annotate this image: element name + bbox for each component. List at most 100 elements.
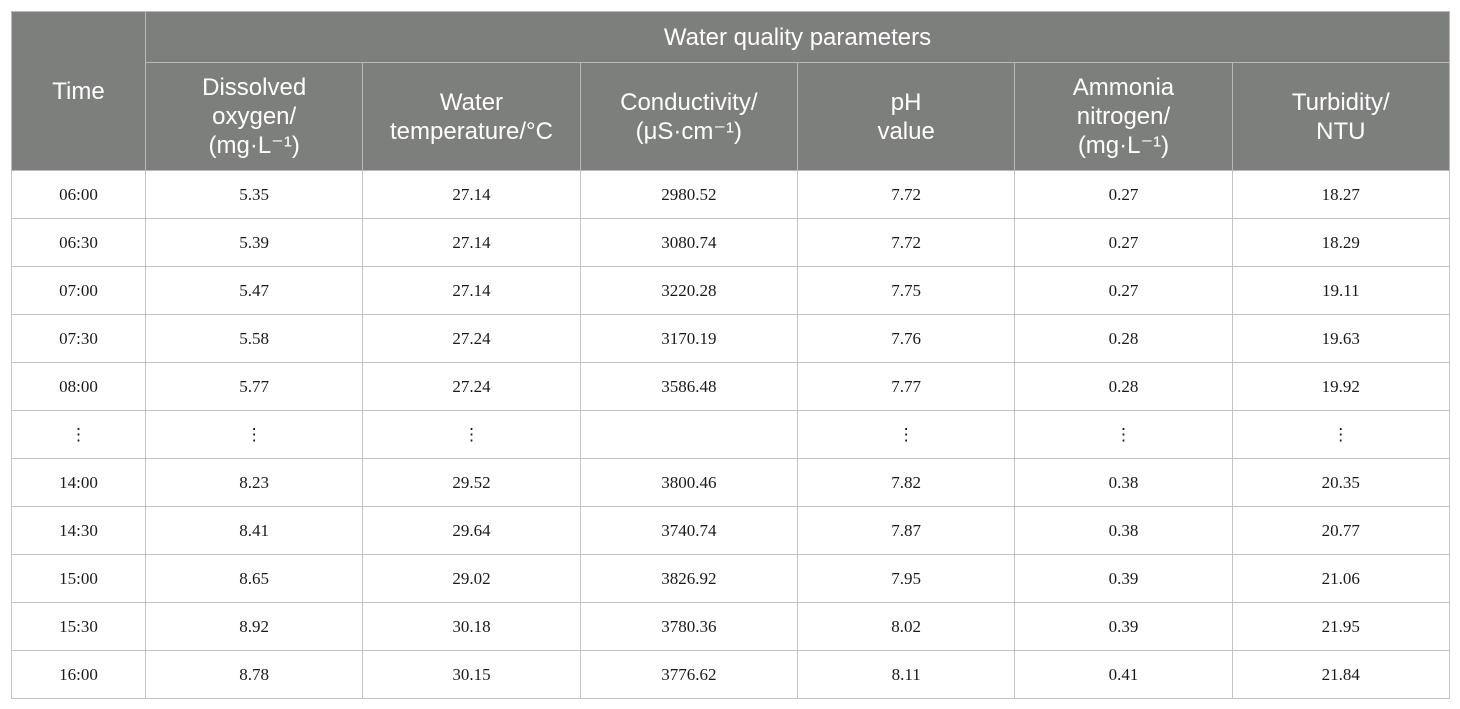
- turbidity-cell: 20.35: [1231, 458, 1450, 507]
- conductivity-cell: 3170.19: [579, 314, 798, 363]
- time-cell: 14:00: [11, 458, 146, 507]
- table-row: 15:00 8.65 29.02 3826.92 7.95 0.39 21.06: [11, 554, 1450, 603]
- header-line: Water: [439, 88, 504, 116]
- dissolved-oxygen-cell: 8.23: [144, 458, 364, 507]
- ammonia-nitrogen-cell: 0.39: [1014, 554, 1233, 603]
- ammonia-nitrogen-cell: 0.28: [1014, 362, 1233, 411]
- header-line: Ammonia: [1072, 74, 1175, 101]
- dissolved-oxygen-cell: ⋮: [144, 410, 364, 459]
- header-row-parameters: Dissolved oxygen/(mg·L⁻¹) Water temperature…: [12, 62, 1450, 171]
- dissolved-oxygen-cell: 8.65: [144, 554, 364, 603]
- time-cell: 15:00: [11, 554, 146, 603]
- ph-value-header: pH value: [796, 62, 1016, 171]
- ph-value-cell: ⋮: [796, 410, 1016, 459]
- ammonia-nitrogen-cell: ⋮: [1014, 410, 1233, 459]
- ph-value-cell: 7.87: [796, 506, 1016, 555]
- time-cell: 16:00: [11, 650, 146, 699]
- conductivity-cell: [579, 410, 798, 459]
- water-temperature-cell: 30.15: [362, 650, 581, 699]
- conductivity-cell: 3800.46: [579, 458, 798, 507]
- conductivity-cell: 3080.74: [579, 218, 798, 267]
- time-cell: 14:30: [11, 506, 146, 555]
- turbidity-cell: 21.06: [1231, 554, 1450, 603]
- table-row: 15:30 8.92 30.18 3780.36 8.02 0.39 21.95: [11, 602, 1450, 651]
- dissolved-oxygen-header: Dissolved oxygen/(mg·L⁻¹): [144, 62, 364, 171]
- header-line: (mg·L⁻¹): [1077, 132, 1170, 159]
- ammonia-nitrogen-header: Ammonia nitrogen/(mg·L⁻¹): [1014, 62, 1233, 171]
- water-temperature-cell: 30.18: [362, 602, 581, 651]
- turbidity-cell: 19.92: [1231, 362, 1450, 411]
- water-quality-group-header: Water quality parameters: [145, 11, 1450, 63]
- time-cell: ⋮: [11, 410, 146, 459]
- turbidity-cell: 21.95: [1231, 602, 1450, 651]
- water-temperature-cell: 27.14: [362, 266, 581, 315]
- turbidity-cell: 18.27: [1231, 170, 1450, 219]
- water-temperature-cell: 29.02: [362, 554, 581, 603]
- header-line: pH: [890, 88, 922, 116]
- ph-value-cell: 8.02: [796, 602, 1016, 651]
- time-cell: 06:30: [11, 218, 146, 267]
- conductivity-cell: 3740.74: [579, 506, 798, 555]
- water-temperature-cell: 27.24: [362, 362, 581, 411]
- turbidity-cell: 19.63: [1231, 314, 1450, 363]
- table-row: 14:00 8.23 29.52 3800.46 7.82 0.38 20.35: [11, 458, 1450, 507]
- table-row: 16:00 8.78 30.15 3776.62 8.11 0.41 21.84: [11, 650, 1450, 699]
- ammonia-nitrogen-cell: 0.38: [1014, 506, 1233, 555]
- dissolved-oxygen-cell: 8.92: [144, 602, 364, 651]
- table-row: 08:00 5.77 27.24 3586.48 7.77 0.28 19.92: [11, 362, 1450, 411]
- header-line: temperature/°C: [389, 117, 553, 145]
- header-line: (μS·cm⁻¹): [635, 117, 743, 145]
- table-row: 07:30 5.58 27.24 3170.19 7.76 0.28 19.63: [11, 314, 1450, 363]
- ammonia-nitrogen-cell: 0.39: [1014, 602, 1233, 651]
- header-line: nitrogen/: [1076, 103, 1171, 130]
- ph-value-cell: 7.76: [796, 314, 1016, 363]
- turbidity-cell: ⋮: [1231, 410, 1450, 459]
- header-row-group: Time Water quality parameters: [11, 11, 1450, 171]
- header-line: oxygen/: [212, 103, 297, 130]
- ph-value-cell: 8.11: [796, 650, 1016, 699]
- water-temperature-cell: 27.14: [362, 218, 581, 267]
- ph-value-cell: 7.95: [796, 554, 1016, 603]
- dissolved-oxygen-cell: 5.47: [144, 266, 364, 315]
- water-quality-table-container: Time Water quality parameters Dissolved o…: [11, 11, 1450, 699]
- time-cell: 07:30: [11, 314, 146, 363]
- ammonia-nitrogen-cell: 0.41: [1014, 650, 1233, 699]
- header-line: (mg·L⁻¹): [208, 132, 300, 159]
- header-line: Turbidity/: [1291, 88, 1390, 116]
- conductivity-cell: 3780.36: [579, 602, 798, 651]
- time-cell: 08:00: [11, 362, 146, 411]
- ph-value-cell: 7.72: [796, 170, 1016, 219]
- conductivity-cell: 3826.92: [579, 554, 798, 603]
- water-temperature-cell: 27.24: [362, 314, 581, 363]
- conductivity-cell: 3586.48: [579, 362, 798, 411]
- table-row: 06:30 5.39 27.14 3080.74 7.72 0.27 18.29: [11, 218, 1450, 267]
- time-cell: 15:30: [11, 602, 146, 651]
- water-temperature-cell: 29.52: [362, 458, 581, 507]
- conductivity-cell: 3776.62: [579, 650, 798, 699]
- table-row: 07:00 5.47 27.14 3220.28 7.75 0.27 19.11: [11, 266, 1450, 315]
- header-line: Dissolved: [202, 74, 307, 101]
- turbidity-cell: 21.84: [1231, 650, 1450, 699]
- table-row: 14:30 8.41 29.64 3740.74 7.87 0.38 20.77: [11, 506, 1450, 555]
- ammonia-nitrogen-cell: 0.28: [1014, 314, 1233, 363]
- turbidity-header: Turbidity/NTU: [1231, 62, 1450, 171]
- water-quality-table: Time Water quality parameters Dissolved o…: [11, 11, 1450, 699]
- ammonia-nitrogen-cell: 0.38: [1014, 458, 1233, 507]
- conductivity-header: Conductivity/(μS·cm⁻¹): [579, 62, 798, 171]
- ph-value-cell: 7.75: [796, 266, 1016, 315]
- conductivity-cell: 2980.52: [579, 170, 798, 219]
- water-temperature-cell: ⋮: [362, 410, 581, 459]
- water-temperature-cell: 27.14: [362, 170, 581, 219]
- header-line: value: [877, 117, 935, 145]
- table-row: 06:00 5.35 27.14 2980.52 7.72 0.27 18.27: [11, 170, 1450, 219]
- dissolved-oxygen-cell: 8.41: [144, 506, 364, 555]
- dissolved-oxygen-cell: 5.39: [144, 218, 364, 267]
- dissolved-oxygen-cell: 5.35: [144, 170, 364, 219]
- time-cell: 07:00: [11, 266, 146, 315]
- turbidity-cell: 18.29: [1231, 218, 1450, 267]
- time-column-header: Time: [11, 11, 146, 171]
- dissolved-oxygen-cell: 5.77: [144, 362, 364, 411]
- water-temperature-cell: 29.64: [362, 506, 581, 555]
- conductivity-cell: 3220.28: [579, 266, 798, 315]
- dissolved-oxygen-cell: 8.78: [144, 650, 364, 699]
